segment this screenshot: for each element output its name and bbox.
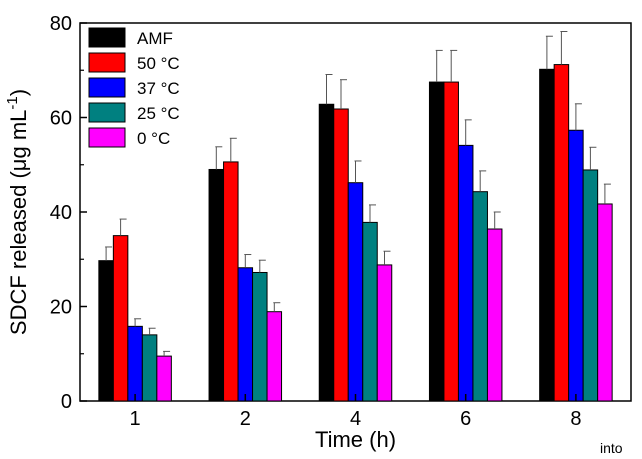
bar (333, 108, 349, 402)
bar (266, 311, 283, 402)
y-tick-label: 0 (61, 391, 72, 413)
y-tick-label: 20 (50, 297, 72, 319)
bar (112, 235, 129, 402)
bar (318, 103, 335, 402)
bar (208, 168, 225, 402)
bar (472, 191, 488, 402)
legend-swatch (88, 77, 126, 98)
x-tick-label: 1 (130, 408, 141, 430)
bar (362, 221, 378, 402)
bar (347, 182, 364, 402)
error-bars-layer (105, 31, 611, 357)
legend-swatch (88, 52, 126, 73)
legend-label: 0 °C (137, 129, 170, 148)
bar (141, 334, 158, 402)
bar (457, 144, 474, 402)
bar (98, 260, 114, 402)
legend-label: 50 °C (137, 54, 180, 73)
x-tick-label: 4 (350, 408, 361, 430)
bar (127, 325, 143, 402)
legend-label: AMF (137, 29, 173, 48)
legend-label: 37 °C (137, 79, 180, 98)
y-axis: 0 20 40 60 80 (50, 13, 87, 413)
bar (486, 228, 503, 402)
bar (582, 169, 599, 402)
bar (443, 81, 459, 402)
y-tick-label: 40 (50, 202, 72, 224)
x-axis-title: Time (h) (315, 427, 396, 452)
bars-layer (98, 64, 613, 402)
y-axis-title: SDCF released (μg mL-1) (4, 89, 31, 335)
y-axis-title-close: ) (6, 89, 31, 96)
x-axis: 1 2 4 6 8 (130, 394, 581, 430)
y-tick-label: 80 (50, 13, 72, 35)
legend-label: 25 °C (137, 104, 180, 123)
bar (376, 264, 393, 402)
bar (237, 267, 254, 402)
y-axis-title-unit: g mL (6, 110, 31, 159)
y-axis-title-mu: μ (6, 159, 31, 172)
legend: AMF 50 °C 37 °C 25 °C 0 °C (88, 27, 180, 148)
bar (428, 81, 445, 402)
bar (553, 64, 570, 402)
legend-swatch (88, 127, 126, 148)
x-tick-label: 6 (460, 408, 471, 430)
bar (539, 68, 555, 402)
y-axis-title-exponent: -1 (4, 96, 21, 109)
legend-swatch (88, 27, 126, 48)
bar (252, 271, 268, 402)
y-axis-title-main: SDCF released ( (6, 171, 31, 336)
bar (597, 203, 613, 402)
x-tick-label: 2 (240, 408, 251, 430)
footnote-text: into (600, 440, 623, 456)
bar (568, 129, 584, 402)
legend-swatch (88, 102, 126, 123)
x-tick-label: 8 (570, 408, 581, 430)
y-tick-label: 60 (50, 108, 72, 130)
bar (223, 161, 239, 402)
bar (156, 355, 172, 402)
